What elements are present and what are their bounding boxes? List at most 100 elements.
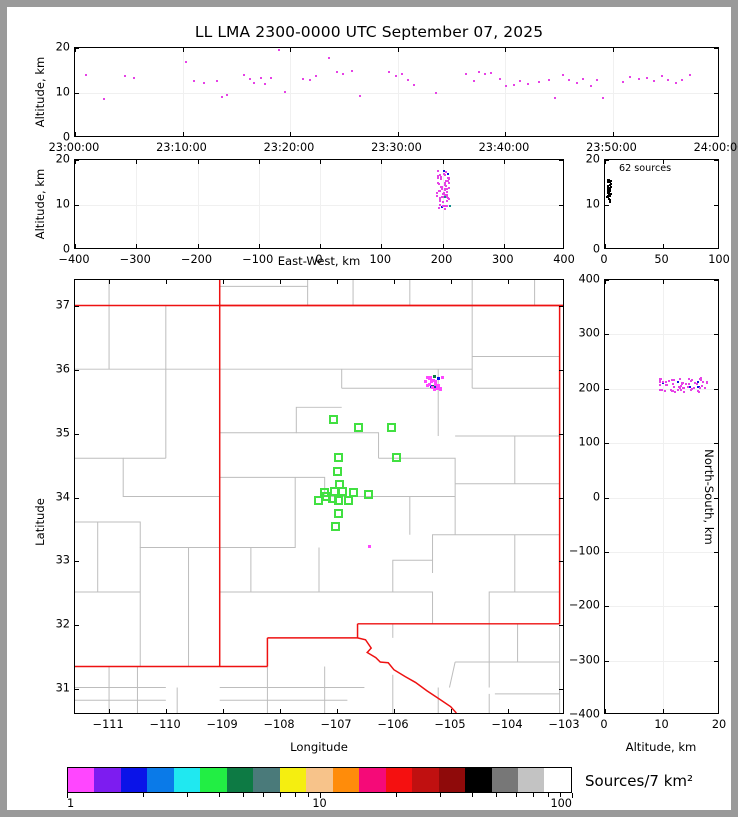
source-point [706, 382, 709, 385]
density-pixel [432, 387, 436, 391]
source-point [445, 205, 448, 208]
histogram-point [609, 179, 612, 182]
colorbar-segment [147, 768, 174, 792]
map-vectors [75, 280, 563, 713]
colorbar-minor-tick [560, 793, 562, 797]
source-point [554, 96, 557, 99]
source-point [498, 77, 501, 80]
x-tick [320, 160, 321, 164]
y-tick [605, 606, 609, 608]
x-tick [662, 280, 664, 284]
x-tick [197, 244, 199, 248]
panel-time-height[interactable] [74, 47, 719, 137]
source-point [395, 74, 398, 77]
station-marker [333, 495, 343, 505]
colorbar-minor-tick [532, 793, 534, 797]
source-point [439, 178, 442, 181]
tick-ew-4: 0 [315, 253, 323, 266]
station-marker [348, 487, 358, 497]
source-point [283, 90, 286, 93]
source-point [301, 77, 304, 80]
source-point [441, 185, 444, 188]
colorbar[interactable] [67, 767, 572, 793]
panel-altitude-histogram[interactable] [604, 159, 719, 249]
y-tick [605, 160, 609, 161]
source-point [658, 380, 661, 383]
station-marker [354, 423, 364, 433]
source-point [660, 75, 663, 78]
source-point [582, 77, 585, 80]
source-point [698, 387, 701, 390]
x-tick [397, 132, 399, 136]
y-tick [75, 369, 79, 371]
source-point [446, 193, 449, 196]
station-marker [331, 521, 341, 531]
tick-ew-3: −100 [242, 253, 274, 266]
panel-eastwest-height[interactable] [74, 159, 564, 249]
x-tick [290, 132, 291, 136]
colorbar-minor-tick [547, 793, 549, 797]
source-point [667, 78, 670, 81]
panel-plan-view-map[interactable] [74, 279, 564, 714]
source-point [309, 78, 312, 81]
source-point [327, 56, 330, 59]
ns-gridline [605, 551, 718, 553]
source-point [446, 191, 449, 194]
density-pixel [425, 375, 429, 379]
source-point [658, 388, 661, 391]
source-point [601, 96, 604, 99]
time-gridline [290, 48, 291, 136]
y-tick [75, 160, 79, 161]
x-tick [508, 709, 510, 713]
ew-gridline [381, 160, 383, 248]
tick-lon-2: −109 [206, 718, 238, 731]
source-point [400, 73, 403, 76]
y-tick [714, 280, 718, 281]
source-point [645, 77, 648, 80]
colorbar-segment [68, 768, 95, 792]
source-point [548, 78, 550, 81]
y-tick [605, 280, 609, 281]
colorbar-segment [412, 768, 439, 792]
x-tick [182, 48, 184, 52]
colorbar-minor-tick [219, 793, 221, 797]
x-tick [662, 709, 664, 713]
source-point [489, 72, 492, 75]
tick-alt2-2: 20 [55, 152, 70, 166]
axis-label-longitude: Longitude [290, 740, 348, 754]
source-point [682, 390, 685, 393]
source-point [689, 385, 692, 388]
density-pixel [435, 387, 439, 391]
panel-altitude-northsouth[interactable] [604, 279, 719, 714]
histogram-point [606, 186, 609, 189]
source-point [442, 192, 445, 195]
density-pixel [429, 380, 433, 384]
source-point [443, 170, 446, 173]
source-point [448, 178, 451, 181]
histogram-point [609, 182, 612, 185]
source-point [184, 60, 187, 63]
x-tick [109, 709, 111, 713]
colorbar-segment [94, 768, 121, 792]
tick-lon-6: −105 [434, 718, 466, 731]
source-point [663, 390, 666, 393]
ns-gridline [605, 606, 718, 608]
x-tick [280, 709, 282, 713]
source-point [439, 175, 442, 178]
source-point [436, 182, 439, 185]
lma-figure: LL LMA 2300-0000 UTC September 07, 2025 … [7, 7, 738, 810]
y-tick [75, 205, 79, 206]
y-tick [559, 625, 563, 627]
ew-gridline [258, 160, 260, 248]
source-point [704, 386, 707, 389]
colorbar-minor-tick [515, 793, 517, 797]
x-tick [381, 160, 383, 164]
colorbar-tick-label-0: 1 [67, 797, 75, 810]
source-point [681, 79, 684, 82]
x-tick [503, 160, 505, 164]
source-point [671, 382, 674, 385]
source-point [628, 75, 631, 78]
source-point [538, 81, 541, 84]
tick-lon-8: −103 [548, 718, 580, 731]
station-marker [329, 486, 339, 496]
